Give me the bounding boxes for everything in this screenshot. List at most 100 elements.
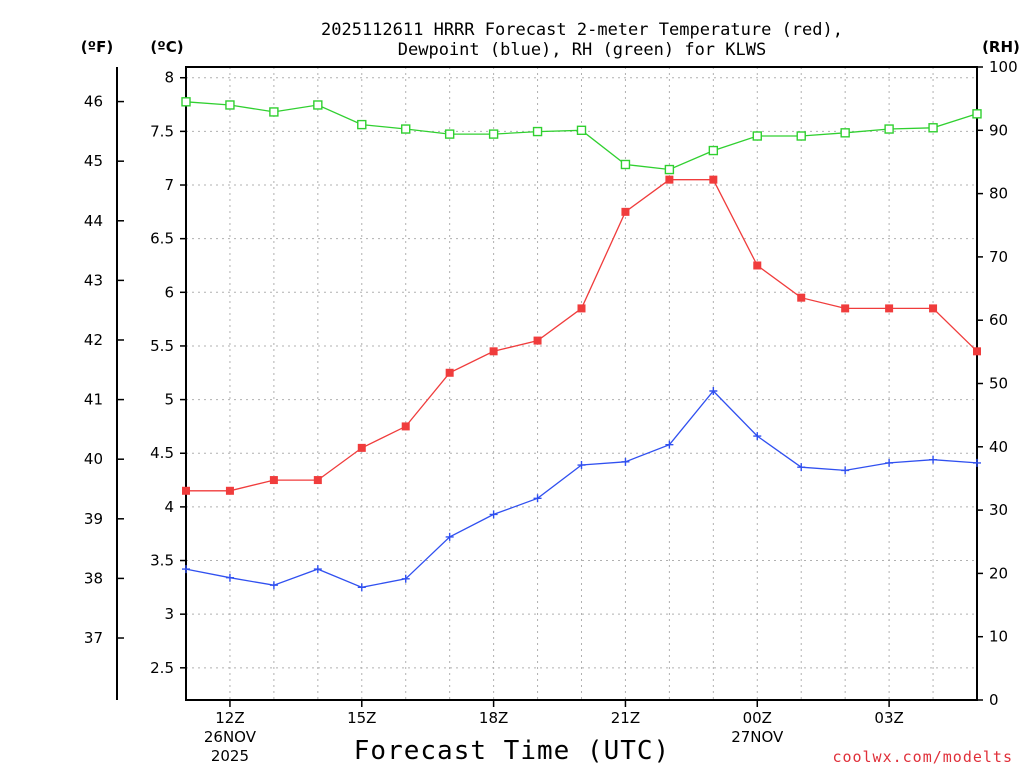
rh-tick-label: 80: [989, 185, 1008, 203]
fahrenheit-tick-label: 46: [84, 93, 103, 111]
temperature-point: [885, 304, 894, 313]
temperature-point: [533, 336, 542, 345]
temperature-point: [621, 207, 630, 216]
rh-point: [576, 125, 587, 136]
celsius-axis-unit: (ºC): [150, 38, 183, 56]
chart-title-line2: Dewpoint (blue), RH (green) for KLWS: [398, 40, 766, 60]
celsius-tick-label: 7: [164, 176, 174, 194]
fahrenheit-axis-unit: (ºF): [81, 38, 113, 56]
rh-point: [181, 97, 191, 107]
rh-tick-label: 70: [989, 248, 1008, 266]
time-tick-year: 2025: [211, 747, 249, 765]
grid-lines: [186, 67, 977, 700]
temperature-line: [186, 179, 978, 492]
celsius-tick-label: 3.5: [150, 552, 174, 570]
rh-point: [884, 124, 894, 134]
dewpoint-point: [577, 461, 586, 470]
rh-tick-label: 30: [989, 501, 1008, 519]
site-credit: coolwx.com/modelts: [832, 748, 1013, 766]
temperature-point: [489, 347, 498, 356]
rh-point: [972, 109, 982, 119]
temperature-point: [753, 261, 762, 270]
time-tick-label: 15Z: [347, 709, 376, 727]
rh-axis-unit: (RH): [982, 38, 1020, 56]
celsius-tick-label: 6: [164, 283, 174, 301]
time-tick-date: 27NOV: [731, 728, 784, 746]
celsius-tick-label: 2.5: [150, 659, 174, 677]
fahrenheit-tick-label: 37: [84, 629, 103, 647]
temperature-point: [225, 486, 234, 495]
dewpoint-point: [489, 510, 498, 519]
temperature-point: [357, 443, 366, 452]
rh-tick-label: 10: [989, 628, 1008, 646]
dewpoint-point: [269, 581, 278, 590]
fahrenheit-tick-label: 44: [84, 212, 103, 230]
temperature-point: [445, 368, 454, 377]
rh-point: [796, 131, 806, 141]
temperature-point: [182, 486, 190, 495]
temperature-point: [709, 175, 718, 184]
temperature-point: [973, 347, 981, 356]
dewpoint-point: [225, 573, 234, 582]
dewpoint-point: [753, 432, 762, 441]
celsius-tick-label: 5.5: [150, 337, 174, 355]
dewpoint-point: [973, 458, 981, 467]
rh-tick-label: 100: [989, 58, 1018, 76]
fahrenheit-tick-label: 41: [84, 391, 103, 409]
celsius-tick-label: 5: [164, 391, 174, 409]
rh-tick-label: 50: [989, 375, 1008, 393]
celsius-tick-label: 6.5: [150, 230, 174, 248]
celsius-tick-label: 8: [164, 69, 174, 87]
dewpoint-point: [182, 565, 190, 574]
rh-point: [357, 119, 367, 130]
dewpoint-point: [665, 440, 674, 449]
rh-point: [840, 128, 850, 138]
temperature-point: [841, 304, 850, 313]
rh-point: [752, 131, 762, 141]
dewpoint-point: [533, 494, 542, 503]
dewpoint-point: [621, 457, 630, 466]
rh-point: [664, 164, 675, 175]
time-tick-label: 12Z: [215, 709, 244, 727]
chart-title: 2025112611 HRRR Forecast 2-meter Tempera…: [321, 20, 843, 60]
temperature-point: [577, 304, 586, 313]
dewpoint-point: [885, 458, 894, 467]
rh-point: [444, 129, 455, 139]
rh-point: [401, 124, 411, 134]
dewpoint-point: [841, 466, 850, 475]
series-rh: [181, 97, 982, 175]
celsius-tick-label: 4.5: [150, 444, 174, 462]
rh-axis: 0 10 20 30 40 50 60 70 80 90 100: [977, 58, 1018, 709]
fahrenheit-axis: 37 38 39 40 41 42 43 44 45 46: [84, 93, 124, 647]
temperature-point: [401, 422, 410, 431]
dewpoint-line: [185, 390, 978, 588]
axes: [116, 66, 978, 701]
rh-tick-label: 90: [989, 121, 1008, 139]
plot-frame: [185, 66, 978, 701]
rh-tick-label: 0: [989, 691, 999, 709]
rh-point: [928, 123, 938, 133]
time-tick-label: 21Z: [611, 709, 640, 727]
time-tick-label: 03Z: [874, 709, 903, 727]
celsius-tick-label: 4: [164, 498, 174, 516]
series-dewpoint: [182, 387, 981, 592]
fahrenheit-tick-label: 38: [84, 569, 103, 587]
temperature-point: [797, 293, 806, 302]
time-tick-label: 18Z: [479, 709, 508, 727]
rh-tick-label: 40: [989, 438, 1008, 456]
dewpoint-point: [401, 574, 410, 583]
rh-point: [532, 126, 543, 137]
temperature-point: [313, 476, 322, 485]
dewpoint-point: [445, 532, 454, 541]
chart-title-line1: 2025112611 HRRR Forecast 2-meter Tempera…: [321, 20, 843, 40]
data-series: [181, 97, 982, 592]
rh-point: [269, 107, 279, 117]
fahrenheit-tick-label: 40: [84, 450, 103, 468]
dewpoint-point: [709, 387, 718, 396]
x-axis-title: Forecast Time (UTC): [354, 736, 670, 766]
dewpoint-point: [357, 583, 366, 592]
dewpoint-point: [797, 463, 806, 472]
celsius-axis: 2.5 3 3.5 4 4.5 5 5.5 6 6.5 7 7.5 8: [150, 69, 186, 677]
